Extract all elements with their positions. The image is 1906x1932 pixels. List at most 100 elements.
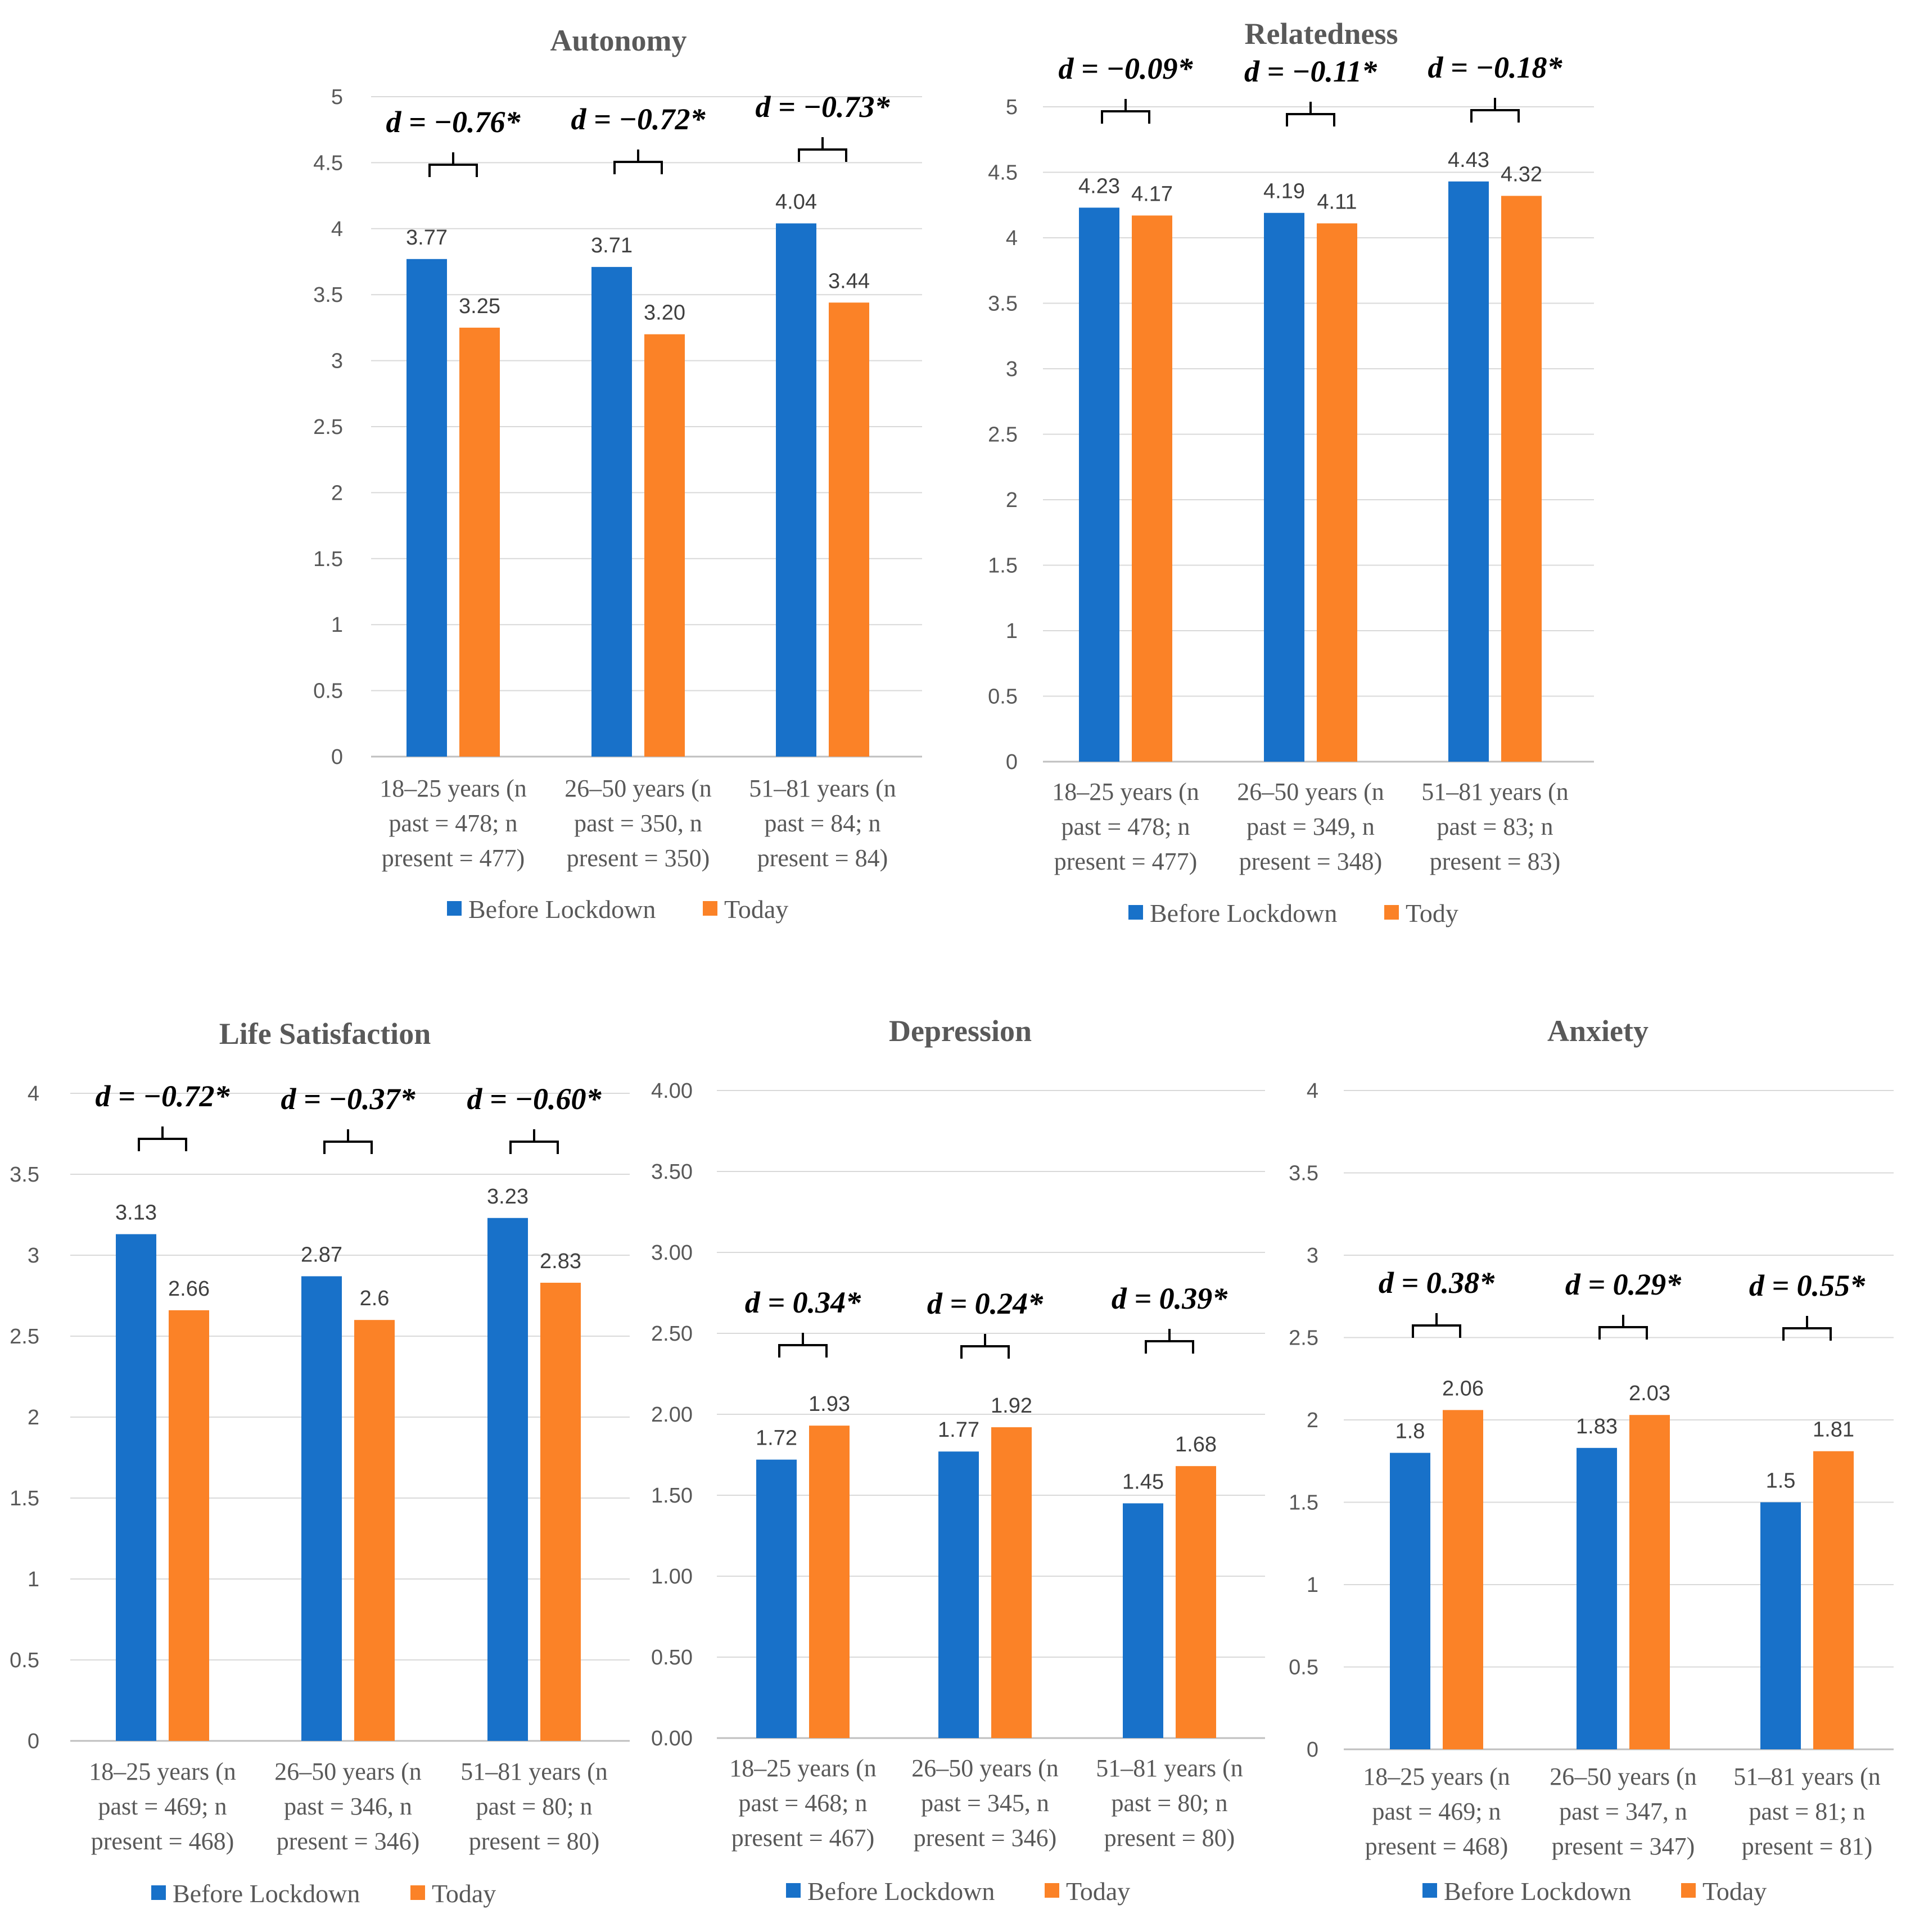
data-label: 2.87 [301,1243,342,1266]
y-tick-label: 3 [28,1244,39,1268]
effect-size-label: d = −0.11* [1244,55,1377,88]
y-tick-label: 4.5 [988,161,1018,185]
bar-today [1317,223,1357,762]
legend-swatch [151,1885,166,1900]
y-tick-label: 4 [28,1082,39,1106]
chart-title: Life Satisfaction [219,1017,431,1051]
bar-before [776,223,816,757]
bar-today [540,1282,581,1741]
y-tick-label: 2.5 [10,1325,39,1349]
bar-today [459,327,500,757]
effect-bracket [509,1129,559,1154]
x-category-label: present = 80) [469,1827,600,1855]
y-tick-label: 0.00 [651,1727,693,1750]
y-tick-label: 1.5 [1289,1491,1318,1515]
x-category-label: past = 81; n [1749,1798,1866,1825]
legend-swatch [1422,1883,1437,1898]
legend-label: Today [432,1879,496,1908]
y-tick-label: 2.5 [1289,1327,1318,1350]
y-tick-label: 5 [331,85,343,109]
chart-title: Depression [889,1014,1032,1048]
bar-today [1813,1451,1854,1749]
y-tick-label: 3 [1307,1244,1318,1268]
x-category-label: past = 468; n [739,1789,868,1817]
effect-size-label: d = −0.18* [1428,51,1563,84]
effect-bracket [1598,1315,1648,1340]
effect-bracket [1286,102,1335,126]
y-tick-label: 3.50 [651,1160,693,1184]
effect-size-label: d = −0.73* [756,90,891,124]
y-tick-label: 3 [331,350,343,373]
bar-before [1390,1453,1430,1749]
bar-today [1629,1415,1670,1749]
chart-title: Relatedness [1245,17,1398,51]
bar-today [1501,196,1542,762]
y-tick-label: 0.5 [10,1649,39,1672]
effect-size-label: d = −0.76* [386,105,521,139]
x-category-label: present = 468) [91,1827,234,1855]
x-category-label: present = 83) [1430,848,1561,875]
y-tick-label: 1.50 [651,1484,693,1508]
effect-size-label: d = −0.72* [96,1079,231,1113]
y-tick-label: 2.5 [988,423,1018,447]
data-label: 1.77 [938,1418,979,1442]
x-category-label: present = 80) [1104,1824,1235,1852]
effect-bracket [1101,99,1150,124]
legend-label: Today [724,895,788,924]
x-category-label: 51–81 years (n [749,775,896,802]
data-label: 1.45 [1122,1470,1164,1494]
y-tick-label: 1 [1006,619,1018,643]
y-tick-label: 4 [1006,227,1018,250]
x-category-label: past = 478; n [1062,813,1190,840]
y-tick-label: 1.00 [651,1565,693,1589]
x-category-label: 18–25 years (n [89,1758,236,1785]
x-category-label: 51–81 years (n [460,1758,608,1785]
chart-relatedness: Relatedness 0 0.5 1 1.5 2 2.5 3 3.5 4 4.5 5 4.23 4.17… [988,17,1594,927]
data-label: 4.19 [1263,180,1305,203]
y-tick-label: 0 [28,1730,39,1753]
bar-before [938,1451,979,1738]
legend-label: Today [1702,1877,1767,1906]
data-label: 1.93 [809,1392,850,1416]
x-category-label: 26–50 years (n [1550,1763,1697,1790]
data-label: 1.8 [1395,1420,1425,1444]
legend-label: Today [1066,1877,1130,1906]
data-label: 4.17 [1131,182,1173,206]
effect-bracket [778,1333,828,1358]
data-label: 2.83 [540,1250,581,1273]
bar-today [991,1427,1032,1738]
effect-bracket [613,150,663,174]
x-category-label: 18–25 years (n [729,1754,877,1782]
bar-before [1079,207,1119,762]
effect-bracket [960,1334,1010,1359]
data-label: 2.6 [360,1287,390,1310]
effect-bracket [323,1129,373,1154]
bar-before [591,266,632,757]
data-label: 1.72 [756,1427,797,1450]
effect-bracket [1470,98,1520,123]
bar-today [809,1426,850,1738]
x-category-label: present = 81) [1742,1833,1873,1860]
x-category-label: present = 477) [1054,848,1198,875]
legend-label: Before Lockdown [468,895,656,924]
bar-before [1577,1447,1617,1749]
effect-bracket [1412,1313,1461,1338]
legend-label: Before Lockdown [807,1877,995,1906]
x-category-label: 51–81 years (n [1733,1763,1881,1790]
data-label: 3.71 [591,234,633,257]
x-category-label: 18–25 years (n [1363,1763,1510,1790]
x-category-label: present = 468) [1365,1833,1508,1860]
bar-before [756,1459,797,1738]
y-tick-label: 0.5 [1289,1656,1318,1680]
x-category-label: past = 84; n [765,809,881,837]
bar-before [116,1234,156,1741]
legend-label: Before Lockdown [1444,1877,1631,1906]
data-label: 1.68 [1175,1433,1217,1456]
x-category-label: past = 80; n [476,1793,593,1820]
x-category-label: 18–25 years (n [1052,778,1199,806]
x-category-label: past = 349, n [1246,813,1375,840]
y-tick-label: 1 [331,613,343,637]
bar-today [354,1320,395,1741]
chart-life-satisfaction: Life Satisfaction 0 0.5 1 1.5 2 2.5 3 3.5 4 3.13 2.… [10,1017,630,1908]
